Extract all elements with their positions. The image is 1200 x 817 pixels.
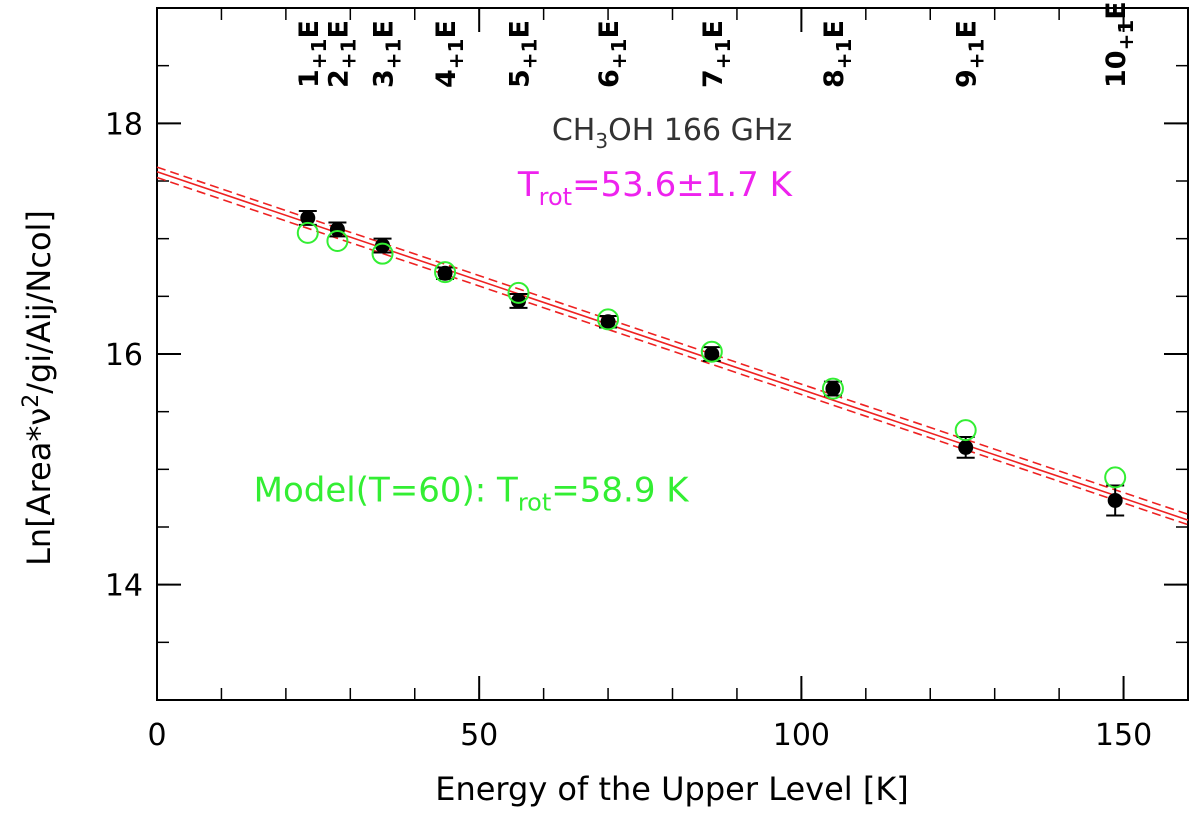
plot-frame: [156, 7, 1189, 701]
transition-k: +1: [517, 39, 541, 70]
model-points: [296, 221, 1127, 489]
x-tick-label: 0: [147, 718, 166, 753]
y-tick-label: 18: [105, 107, 143, 142]
transition-sym: E: [594, 20, 625, 38]
model-point: [821, 377, 844, 400]
transition-sym: E: [431, 20, 462, 38]
y-tick-labels: 14 16 18: [105, 107, 143, 603]
ylabel-pre: Ln[Area*ν: [20, 408, 58, 566]
model-point: [296, 221, 319, 244]
transition-k: +1: [711, 39, 735, 70]
x-axis-title: Energy of the Upper Level [K]: [435, 770, 909, 808]
transition-j: 5: [504, 69, 535, 88]
model-point: [954, 419, 977, 442]
observed-points: [298, 209, 1125, 517]
observed-point: [437, 265, 453, 281]
model-point: [700, 340, 723, 363]
transition-label: 5+1E: [504, 20, 541, 88]
transition-j: 1: [294, 69, 325, 88]
transition-k: +1: [307, 39, 331, 70]
title-pre: CH: [552, 113, 596, 148]
transition-k: +1: [832, 39, 856, 70]
transition-k: +1: [1114, 20, 1138, 51]
model-annotation: Model(T=60): Trot=58.9 K: [254, 471, 691, 517]
transition-k: +1: [382, 39, 406, 70]
y-axis-title: Ln[Area*ν2/gi/Aij/Ncol]: [19, 210, 58, 566]
transition-label: 2+1E: [323, 20, 360, 88]
transition-j: 6: [594, 69, 625, 88]
transition-j: 8: [819, 69, 850, 88]
x-tick-label: 100: [773, 718, 830, 753]
transition-k: +1: [336, 39, 360, 70]
model-point: [1104, 466, 1127, 489]
transition-label: 4+1E: [431, 20, 468, 88]
fit-annotation-post: =53.6±1.7 K: [572, 165, 794, 205]
observed-point: [375, 238, 391, 254]
transition-sym: E: [294, 20, 325, 38]
major-ticks: [156, 8, 1188, 700]
observed-point: [825, 381, 841, 397]
observed-point: [329, 221, 345, 237]
model-annotation-post: =58.9 K: [551, 471, 690, 511]
y-tick-label: 14: [105, 569, 143, 604]
fit-annotation-sub: rot: [539, 183, 572, 211]
model-point: [597, 308, 620, 331]
transition-j: 7: [698, 69, 729, 88]
model-annotation-pre: Model(T=60): T: [254, 471, 518, 511]
observed-point: [600, 314, 616, 330]
fit-annotation-pre: T: [517, 165, 539, 205]
transition-sym: E: [504, 20, 535, 38]
transition-label: 8+1E: [819, 20, 856, 88]
observed-point: [704, 346, 720, 362]
transition-sym: E: [323, 20, 354, 38]
transition-labels: 1+1E2+1E3+1E4+1E5+1E6+1E7+1E8+1E9+1E10+1…: [294, 1, 1138, 88]
observed-point: [510, 293, 526, 309]
observed-point: [1107, 492, 1123, 508]
transition-sym: E: [369, 20, 400, 38]
fit-annotation: Trot=53.6±1.7 K: [517, 165, 794, 211]
minor-ticks: [156, 7, 1189, 701]
x-tick-labels: 0 50 100 150: [147, 718, 1152, 753]
transition-label: 7+1E: [698, 20, 735, 88]
observed-point: [300, 210, 316, 226]
transition-sym: E: [819, 20, 850, 38]
transition-k: +1: [607, 39, 631, 70]
model-point: [326, 229, 349, 252]
transition-sym: E: [952, 20, 983, 38]
title-sub: 3: [595, 129, 608, 153]
model-point: [507, 281, 530, 304]
transition-label: 9+1E: [952, 20, 989, 88]
transition-label: 6+1E: [594, 20, 631, 88]
x-tick-label: 150: [1095, 718, 1152, 753]
chart-title: CH3OH 166 GHz: [552, 113, 792, 153]
transition-sym: E: [698, 20, 729, 38]
transition-k: +1: [444, 39, 468, 70]
x-tick-label: 50: [460, 718, 498, 753]
model-point: [371, 242, 394, 265]
transition-j: 4: [431, 69, 462, 88]
transition-label: 3+1E: [369, 20, 406, 88]
y-tick-label: 16: [105, 338, 143, 373]
transition-j: 10: [1101, 50, 1132, 88]
fit-lines: [156, 166, 1189, 526]
transition-label: 10+1E: [1101, 1, 1138, 88]
observed-point: [958, 439, 974, 455]
title-post: OH 166 GHz: [608, 113, 792, 148]
ylabel-sup: 2: [19, 394, 44, 408]
transition-j: 2: [323, 69, 354, 88]
model-annotation-sub: rot: [518, 489, 551, 517]
ylabel-post: /gi/Aij/Ncol]: [20, 210, 58, 394]
transition-j: 3: [369, 69, 400, 88]
transition-label: 1+1E: [294, 20, 331, 88]
transition-k: +1: [965, 39, 989, 70]
model-point: [434, 261, 457, 284]
fit-line: [156, 171, 1189, 521]
transition-j: 9: [952, 69, 983, 88]
transition-sym: E: [1101, 1, 1132, 19]
